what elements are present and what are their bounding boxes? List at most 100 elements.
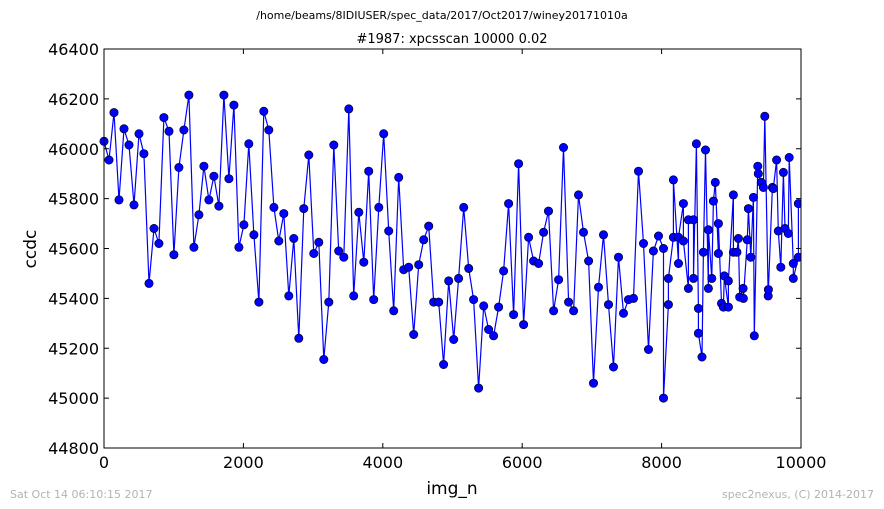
data-point xyxy=(424,221,434,231)
data-point xyxy=(618,308,628,318)
y-tick-label: 45800 xyxy=(48,190,99,209)
data-point xyxy=(633,166,643,176)
data-point xyxy=(419,235,429,245)
data-point xyxy=(598,230,608,240)
data-point xyxy=(693,328,703,338)
data-point xyxy=(788,258,798,268)
data-point xyxy=(673,258,683,268)
data-point xyxy=(723,302,733,312)
data-point xyxy=(688,273,698,283)
data-point xyxy=(653,231,663,241)
data-point xyxy=(788,273,798,283)
data-point xyxy=(454,273,464,283)
data-point xyxy=(264,125,274,135)
data-point xyxy=(189,242,199,252)
x-tick-label: 10000 xyxy=(776,453,827,472)
data-point xyxy=(319,354,329,364)
data-point xyxy=(439,359,449,369)
data-point xyxy=(723,276,733,286)
data-point xyxy=(663,300,673,310)
data-point xyxy=(139,149,149,159)
data-point xyxy=(703,283,713,293)
data-point xyxy=(124,140,134,150)
y-tick-label: 46200 xyxy=(48,90,99,109)
data-point xyxy=(304,150,314,160)
x-axis-label: img_n xyxy=(426,479,477,499)
x-tick-label: 0 xyxy=(99,453,109,472)
data-point xyxy=(444,276,454,286)
data-point xyxy=(708,196,718,206)
data-point xyxy=(479,301,489,311)
data-point xyxy=(760,111,770,121)
data-point xyxy=(334,246,344,256)
data-point xyxy=(469,295,479,305)
data-point xyxy=(519,320,529,330)
data-point xyxy=(753,161,763,171)
data-point xyxy=(209,171,219,181)
data-point xyxy=(573,190,583,200)
tick-layer: 0 2000 4000 6000 8000 10000 44800 45000 45200 454… xyxy=(48,40,826,472)
data-point xyxy=(588,378,598,388)
data-point xyxy=(274,236,284,246)
data-point xyxy=(504,199,514,209)
data-point xyxy=(369,295,379,305)
data-point xyxy=(678,236,688,246)
data-point xyxy=(564,297,574,307)
data-point xyxy=(776,262,786,272)
data-point xyxy=(134,129,144,139)
data-point xyxy=(578,227,588,237)
data-point xyxy=(778,167,788,177)
data-point xyxy=(509,310,519,320)
data-point xyxy=(464,263,474,273)
data-point xyxy=(224,174,234,184)
data-point xyxy=(294,333,304,343)
footer-timestamp: Sat Oct 14 06:10:15 2017 xyxy=(10,488,152,501)
data-point xyxy=(768,184,778,194)
chart-title: #1987: xpcsscan 10000 0.02 xyxy=(356,32,547,47)
x-tick-label: 2000 xyxy=(223,453,264,472)
data-point xyxy=(339,252,349,262)
data-point xyxy=(746,252,756,262)
data-point xyxy=(494,302,504,312)
data-point xyxy=(738,293,748,303)
data-point xyxy=(119,124,129,134)
data-point xyxy=(354,207,364,217)
data-point xyxy=(449,334,459,344)
data-point xyxy=(179,125,189,135)
data-point xyxy=(409,329,419,339)
data-point xyxy=(379,129,389,139)
data-point xyxy=(249,230,259,240)
data-point xyxy=(613,252,623,262)
data-point xyxy=(184,90,194,100)
data-point xyxy=(543,206,553,216)
data-point xyxy=(239,220,249,230)
data-point xyxy=(703,225,713,235)
data-point xyxy=(688,215,698,225)
data-point xyxy=(569,306,579,316)
data-point xyxy=(683,283,693,293)
data-point xyxy=(349,291,359,301)
data-point xyxy=(784,153,794,163)
data-point xyxy=(234,242,244,252)
data-point xyxy=(534,258,544,268)
plot-frame xyxy=(103,48,802,449)
data-point xyxy=(484,324,494,334)
data-point xyxy=(389,306,399,316)
data-point xyxy=(713,249,723,259)
x-tick-label: 4000 xyxy=(362,453,403,472)
data-point xyxy=(749,331,759,341)
data-point xyxy=(169,250,179,260)
data-point xyxy=(404,262,414,272)
data-point xyxy=(149,224,159,234)
data-point xyxy=(104,155,114,165)
data-point xyxy=(558,143,568,153)
data-point xyxy=(783,229,793,239)
data-point xyxy=(289,234,299,244)
y-tick-label: 45400 xyxy=(48,289,99,308)
data-point xyxy=(364,166,374,176)
data-point xyxy=(707,273,717,283)
data-point xyxy=(524,232,534,242)
data-point xyxy=(603,300,613,310)
file-path-header: /home/beams/8IDIUSER/spec_data/2017/Oct2… xyxy=(256,9,628,22)
data-point xyxy=(459,202,469,212)
